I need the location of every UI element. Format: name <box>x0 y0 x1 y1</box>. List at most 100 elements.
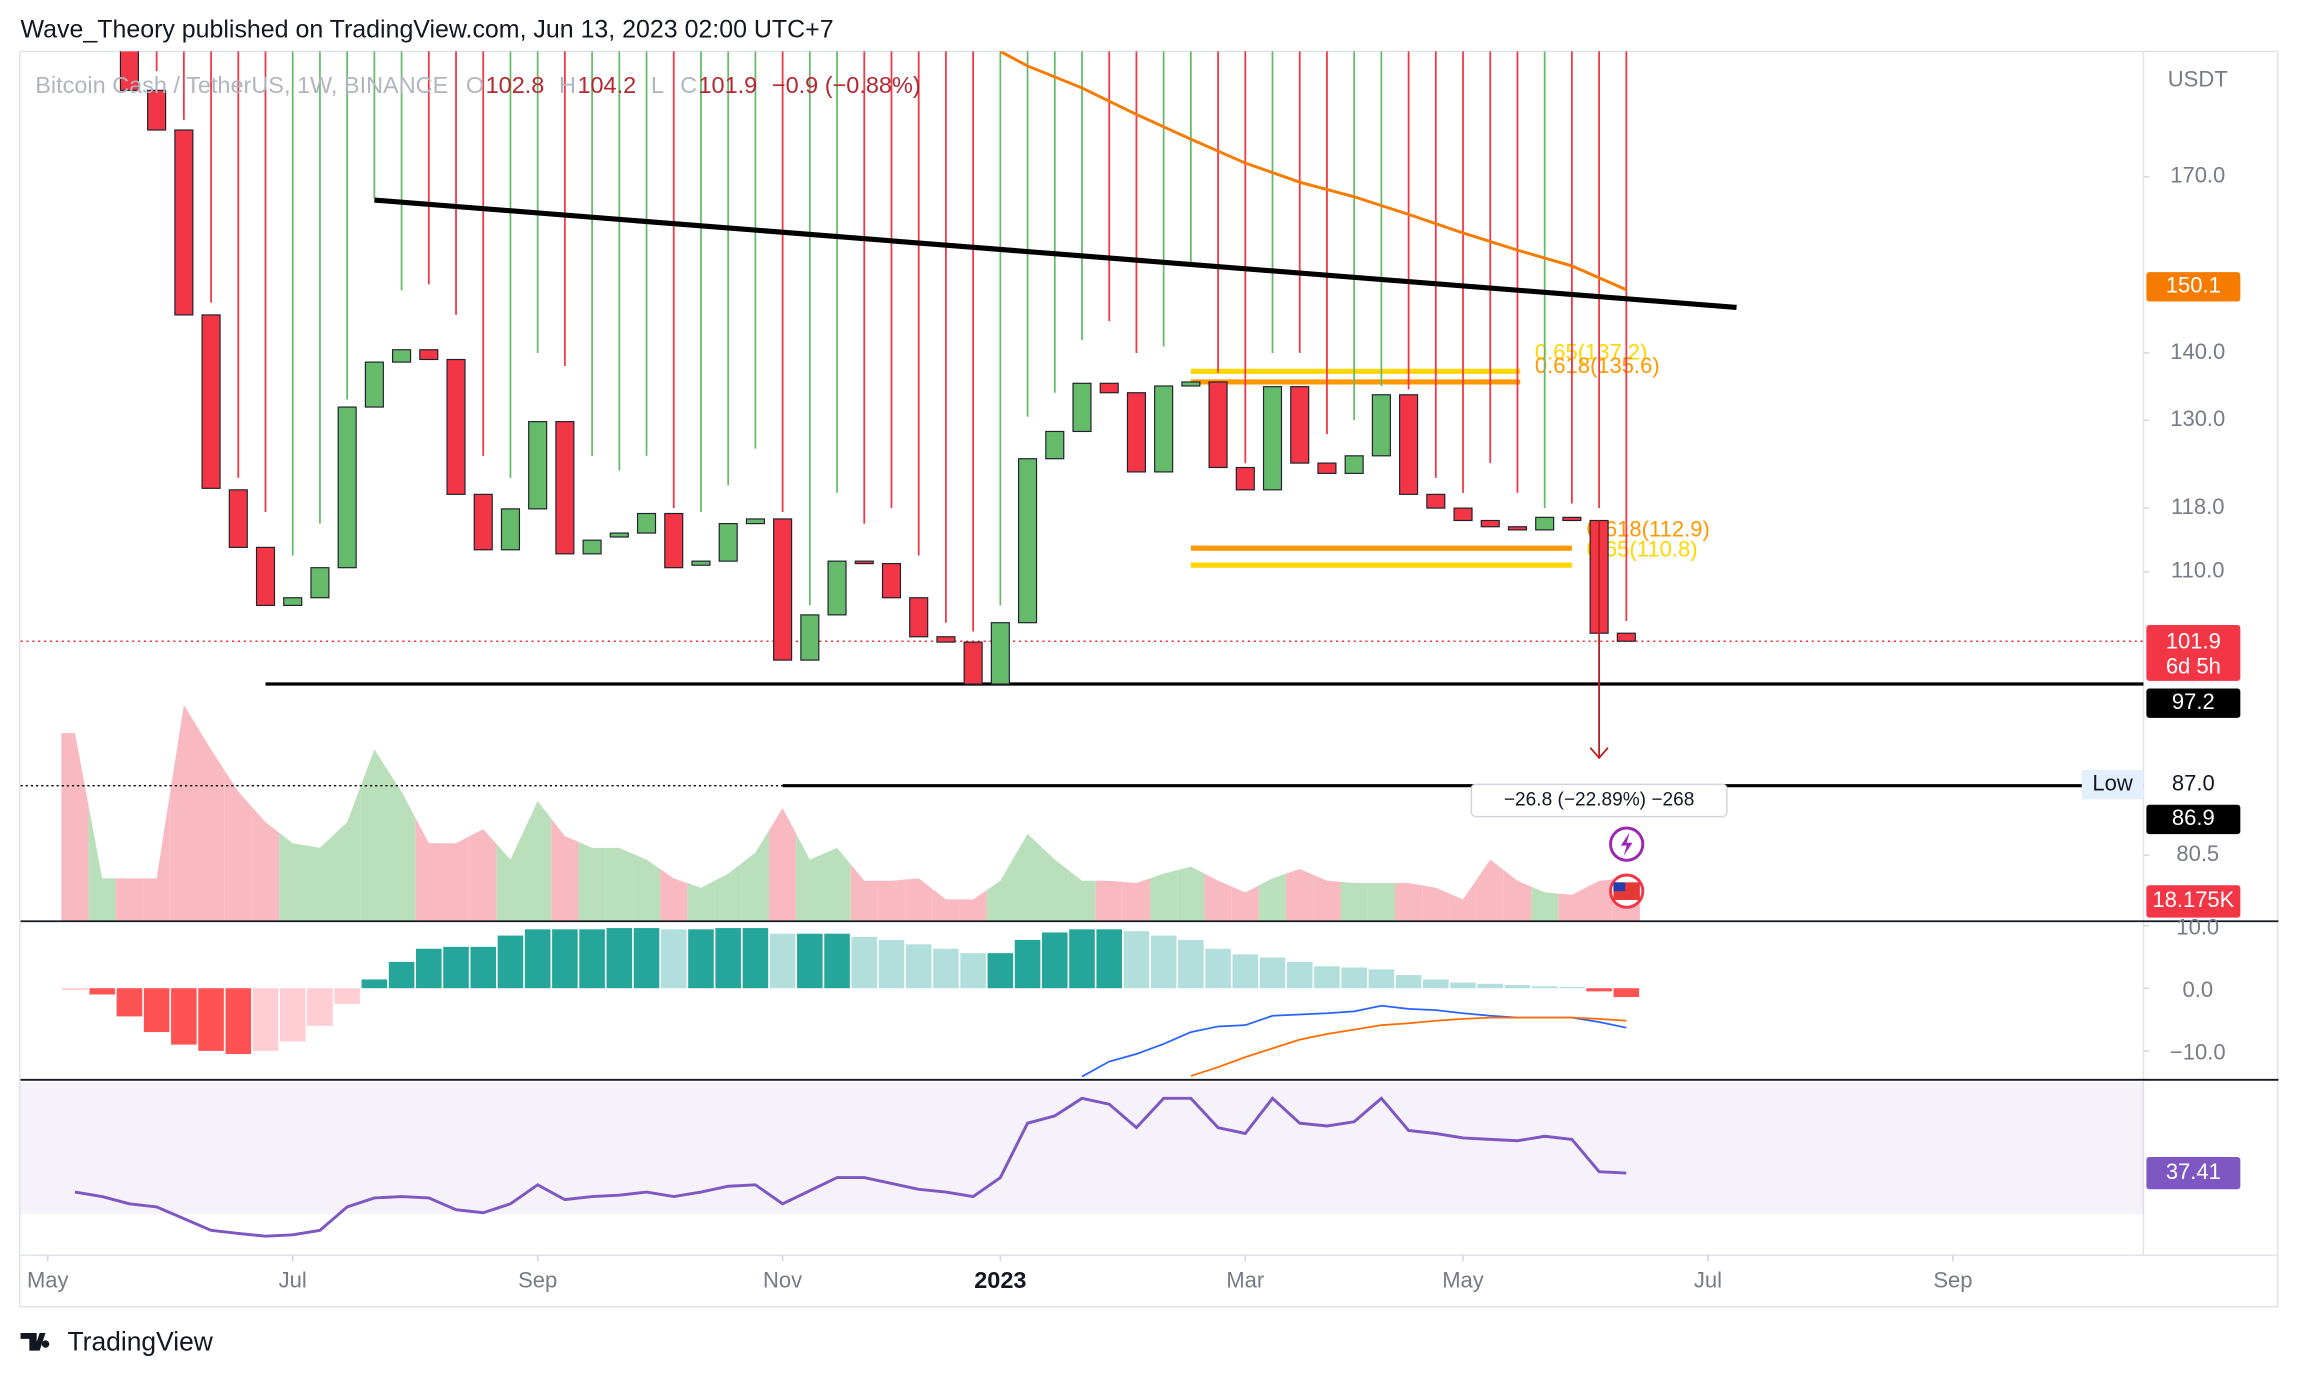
macd-histogram-bar <box>307 988 333 1026</box>
candle-body <box>147 89 167 131</box>
volume-area <box>905 878 933 921</box>
fib-label: 0.618(135.6) <box>1535 353 1660 378</box>
volume-area <box>1177 866 1205 921</box>
candle-body <box>1317 462 1337 474</box>
volume-area <box>360 749 388 921</box>
volume-area <box>714 863 742 921</box>
macd-histogram-bar <box>851 936 878 989</box>
y-tick-label: 170.0 <box>2170 163 2225 188</box>
x-tick-label: Sep <box>518 1267 557 1292</box>
volume-area <box>387 770 416 921</box>
volume-area <box>115 878 144 921</box>
legend-text: −0.9 (−0.88%) <box>772 72 921 98</box>
legend-text: 101.9 <box>699 72 758 98</box>
x-tick-label: Nov <box>763 1267 802 1292</box>
candle-body <box>1235 466 1255 491</box>
macd-histogram-bar <box>797 933 823 989</box>
low-tag: Low <box>2092 770 2132 795</box>
volume-area <box>170 704 198 921</box>
volume-area <box>1041 846 1069 921</box>
candle-body <box>1099 382 1119 394</box>
candle-body <box>1426 493 1446 509</box>
macd-histogram-bar <box>198 988 224 1051</box>
volume-area <box>959 890 987 921</box>
x-tick-label: Jul <box>1694 1267 1722 1292</box>
level-price-label-box <box>2146 804 2241 835</box>
candle-body <box>664 512 684 569</box>
candle-body <box>718 523 738 562</box>
candle-body <box>827 560 847 616</box>
volume-area <box>986 857 1014 921</box>
trendline <box>374 197 1737 311</box>
volume-area <box>932 888 960 921</box>
legend-text: C <box>680 72 697 98</box>
ma-price-label: 150.1 <box>2166 273 2221 298</box>
candle-body <box>255 546 276 606</box>
candle-body <box>881 563 902 599</box>
volume-area <box>578 842 606 921</box>
moving-average <box>999 51 1627 292</box>
volume-area <box>551 818 579 921</box>
macd-histogram-bar <box>688 929 714 989</box>
publish-header: Wave_Theory published on TradingView.com… <box>21 15 834 43</box>
volume-area <box>442 836 470 921</box>
macd-histogram-bar <box>660 929 687 989</box>
measure-label: −26.8 (−22.89%) −268 <box>1504 790 1694 811</box>
candle-body <box>1480 519 1500 528</box>
macd-histogram-bar <box>1450 982 1476 989</box>
volume-area <box>1585 879 1613 921</box>
candle-body <box>174 129 194 316</box>
volume-area <box>224 770 252 921</box>
volume-area <box>1476 859 1504 921</box>
macd-histogram-bar <box>1341 967 1367 989</box>
macd-signal-line <box>1190 1016 1627 1077</box>
candle-body <box>691 560 711 566</box>
candle-body <box>1126 392 1147 473</box>
ma-price-label-box <box>2146 272 2241 302</box>
volume-area <box>88 805 116 921</box>
candle-body <box>446 358 466 495</box>
macd-histogram-bar <box>116 988 143 1017</box>
candle-body <box>1344 455 1364 474</box>
candle-body <box>773 518 793 661</box>
x-tick-label: Jul <box>279 1267 307 1292</box>
tradingview-logo: TradingView <box>20 1326 214 1356</box>
volume-area <box>1013 833 1042 921</box>
low-price-label: 87.0 <box>2172 770 2215 795</box>
low-price-label-box <box>2146 769 2241 800</box>
volume-area <box>143 791 171 921</box>
macd-histogram-bar <box>987 953 1014 989</box>
volume-area <box>1286 868 1314 921</box>
volume-area <box>823 847 851 921</box>
macd-histogram-bar <box>1504 985 1531 989</box>
legend-text: H <box>559 72 576 98</box>
y-axis-unit: USDT <box>2168 67 2228 92</box>
volume-area <box>524 801 552 921</box>
macd-histogram-bar <box>1395 975 1422 989</box>
x-tick-label: Sep <box>1933 1267 1972 1292</box>
candle-body <box>963 641 983 685</box>
macd-histogram-bar <box>143 988 170 1033</box>
macd-histogram-bar <box>1531 986 1558 989</box>
macd-histogram-bar <box>225 988 252 1055</box>
candle-body <box>392 349 412 363</box>
x-tick-label: May <box>1442 1267 1484 1292</box>
macd-histogram-bar <box>633 928 660 989</box>
price-pane: 0.65(137.2)0.618(135.6)0.618(112.9)0.65(… <box>20 51 2144 921</box>
low-tag-box <box>2081 769 2144 800</box>
macd-histogram-bar <box>1069 929 1095 989</box>
bar-countdown: 6d 5h <box>2166 653 2221 678</box>
volume-area <box>1503 870 1532 921</box>
candle-body <box>555 421 575 555</box>
macd-histogram-bar <box>824 933 850 989</box>
volume-area <box>1068 870 1096 921</box>
macd-histogram-bar <box>1613 988 1640 997</box>
candle-body <box>1208 381 1228 469</box>
macd-histogram-bar <box>1014 939 1041 989</box>
candle-body <box>609 532 629 538</box>
candle-body <box>228 489 248 548</box>
y-tick-label: 110.0 <box>2171 558 2224 583</box>
candle-body <box>283 597 303 606</box>
